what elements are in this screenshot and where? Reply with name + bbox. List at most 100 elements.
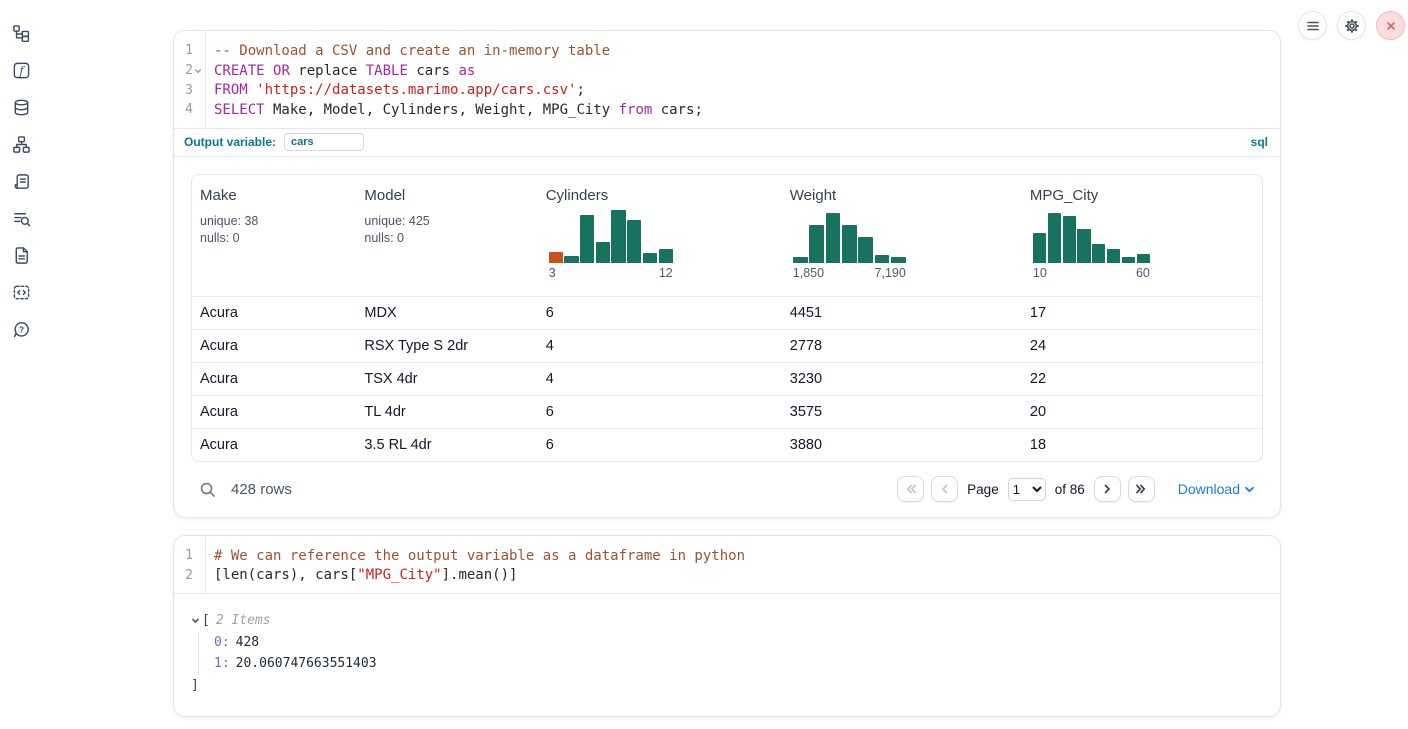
- column-histogram[interactable]: [792, 209, 906, 263]
- table-cell: 2778: [789, 337, 823, 354]
- previous-page-button[interactable]: [931, 476, 959, 503]
- table-cell: 20: [1029, 403, 1047, 420]
- table-row[interactable]: Acura TL 4dr 6 3575 20: [192, 394, 1262, 428]
- table-cell: 24: [1029, 337, 1047, 354]
- chevrons-left-icon: [906, 484, 916, 494]
- table-row[interactable]: Acura TSX 4dr 4 3230 22: [192, 361, 1262, 395]
- histogram-bar: [874, 254, 890, 263]
- entry-value: 428: [235, 634, 260, 650]
- histogram-bar: [809, 224, 825, 263]
- column-stats: unique: 425 nulls: 0: [364, 213, 430, 245]
- table-row[interactable]: Acura MDX 6 4451 17: [192, 295, 1262, 329]
- column-histogram[interactable]: [548, 209, 673, 263]
- code-line: # We can reference the output variable a…: [214, 547, 746, 564]
- histogram-bar: [658, 249, 673, 263]
- data-table: Make unique: 38 nulls: 0 Model unique: 425 nu…: [191, 173, 1263, 462]
- output-variable-label: Output variable:: [184, 135, 277, 150]
- datasources-icon[interactable]: [11, 97, 31, 117]
- table-cell: RSX Type S 2dr: [364, 337, 469, 354]
- histogram-bar: [825, 213, 841, 263]
- output-variable-input[interactable]: [284, 133, 365, 152]
- sql-code-editor[interactable]: 1 2 3 4 -- Download a CSV and create an in-m…: [174, 31, 1280, 128]
- file-explorer-icon[interactable]: [11, 23, 31, 43]
- histogram-bar: [1062, 215, 1076, 263]
- entry-key: 1:: [214, 656, 230, 672]
- language-tag[interactable]: sql: [1250, 135, 1268, 150]
- histogram-bar: [858, 237, 874, 263]
- histogram-bar: [890, 257, 906, 263]
- column-header-weight[interactable]: Weight 1,850 7,190: [782, 175, 1022, 296]
- dependency-graph-icon[interactable]: [11, 134, 31, 154]
- column-header-cylinders[interactable]: Cylinders 3 12: [538, 175, 782, 296]
- histogram-bar: [595, 242, 610, 263]
- histogram-bar: [792, 257, 808, 263]
- output-variable-row: Output variable: sql: [174, 129, 1280, 156]
- close-bracket: ]: [191, 677, 199, 693]
- code-line: [len(cars), cars["MPG_City"].mean()]: [214, 567, 518, 584]
- column-title: Model: [364, 186, 406, 204]
- fold-chevron-icon[interactable]: [193, 67, 202, 75]
- divider: [174, 593, 1280, 595]
- tree-close-line: ]: [191, 675, 1263, 697]
- table-row[interactable]: Acura RSX Type S 2dr 4 2778 24: [192, 328, 1262, 362]
- column-stats: unique: 38 nulls: 0: [200, 213, 259, 245]
- chevrons-right-icon: [1136, 484, 1146, 494]
- table-cell: 17: [1029, 304, 1047, 321]
- gear-icon: [1344, 18, 1359, 33]
- histogram-bar: [1106, 248, 1121, 263]
- snippets-icon[interactable]: [11, 282, 31, 302]
- tree-open-line: [ 2 Items: [191, 610, 1263, 632]
- table-body: Acura MDX 6 4451 17 Acura RSX Type S 2dr 4 2778 2…: [192, 295, 1262, 461]
- column-header-make[interactable]: Make unique: 38 nulls: 0: [192, 175, 356, 296]
- python-cell: 1 2 # We can reference the output variable…: [173, 534, 1281, 718]
- column-histogram[interactable]: [1032, 209, 1150, 263]
- code-line: FROM 'https://datasets.marimo.app/cars.c…: [214, 82, 585, 99]
- table-cell: Acura: [200, 370, 238, 387]
- logs-icon[interactable]: [11, 208, 31, 228]
- documentation-icon[interactable]: [11, 245, 31, 265]
- scratchpad-icon[interactable]: [11, 171, 31, 191]
- table-cell: Acura: [200, 337, 238, 354]
- page-select[interactable]: 1: [1007, 477, 1046, 501]
- histogram-bar: [841, 224, 857, 263]
- last-page-button[interactable]: [1127, 476, 1155, 503]
- page-label: Page: [967, 481, 999, 497]
- table-cell: 4: [545, 370, 554, 387]
- column-header-model[interactable]: Model unique: 425 nulls: 0: [356, 175, 537, 296]
- shutdown-button[interactable]: [1376, 11, 1405, 40]
- settings-button[interactable]: [1337, 11, 1366, 40]
- next-page-button[interactable]: [1093, 476, 1121, 503]
- variables-icon[interactable]: f: [11, 60, 31, 80]
- svg-text:f: f: [18, 64, 25, 77]
- search-icon[interactable]: [199, 481, 216, 498]
- collapse-chevron-icon[interactable]: [191, 616, 202, 625]
- download-button[interactable]: Download: [1178, 481, 1255, 497]
- histogram-bar: [548, 251, 563, 263]
- chevron-right-icon: [1104, 484, 1111, 494]
- table-row[interactable]: Acura 3.5 RL 4dr 6 3880 18: [192, 427, 1262, 461]
- close-icon: [1386, 21, 1395, 30]
- column-title: Weight: [789, 186, 837, 204]
- code-line: CREATE OR replace TABLE cars as: [214, 62, 476, 79]
- sql-cell: 1 2 3 4 -- Download a CSV and create an in-m…: [173, 30, 1281, 518]
- code-line: -- Download a CSV and create an in-memor…: [214, 42, 611, 59]
- table-cell: Acura: [200, 304, 238, 321]
- histogram-bar: [642, 253, 658, 263]
- table-cell: 3880: [789, 436, 823, 453]
- menu-button[interactable]: [1298, 11, 1327, 40]
- column-header-mpg_city[interactable]: MPG_City 10 60: [1022, 175, 1262, 296]
- table-cell: 3.5 RL 4dr: [364, 436, 432, 453]
- entry-key: 0:: [214, 634, 230, 650]
- notebook: 1 2 3 4 -- Download a CSV and create an in-m…: [173, 0, 1281, 718]
- help-icon[interactable]: ?: [11, 319, 31, 339]
- histogram-bar: [627, 219, 642, 263]
- first-page-button[interactable]: [897, 476, 925, 503]
- python-code-editor[interactable]: 1 2 # We can reference the output variable…: [174, 535, 1280, 594]
- table-cell: 6: [545, 403, 554, 420]
- line-number: 4: [185, 102, 193, 118]
- row-count: 428 rows: [231, 480, 292, 498]
- entry-value: 20.060747663551403: [235, 656, 377, 672]
- column-title: Cylinders: [545, 186, 609, 204]
